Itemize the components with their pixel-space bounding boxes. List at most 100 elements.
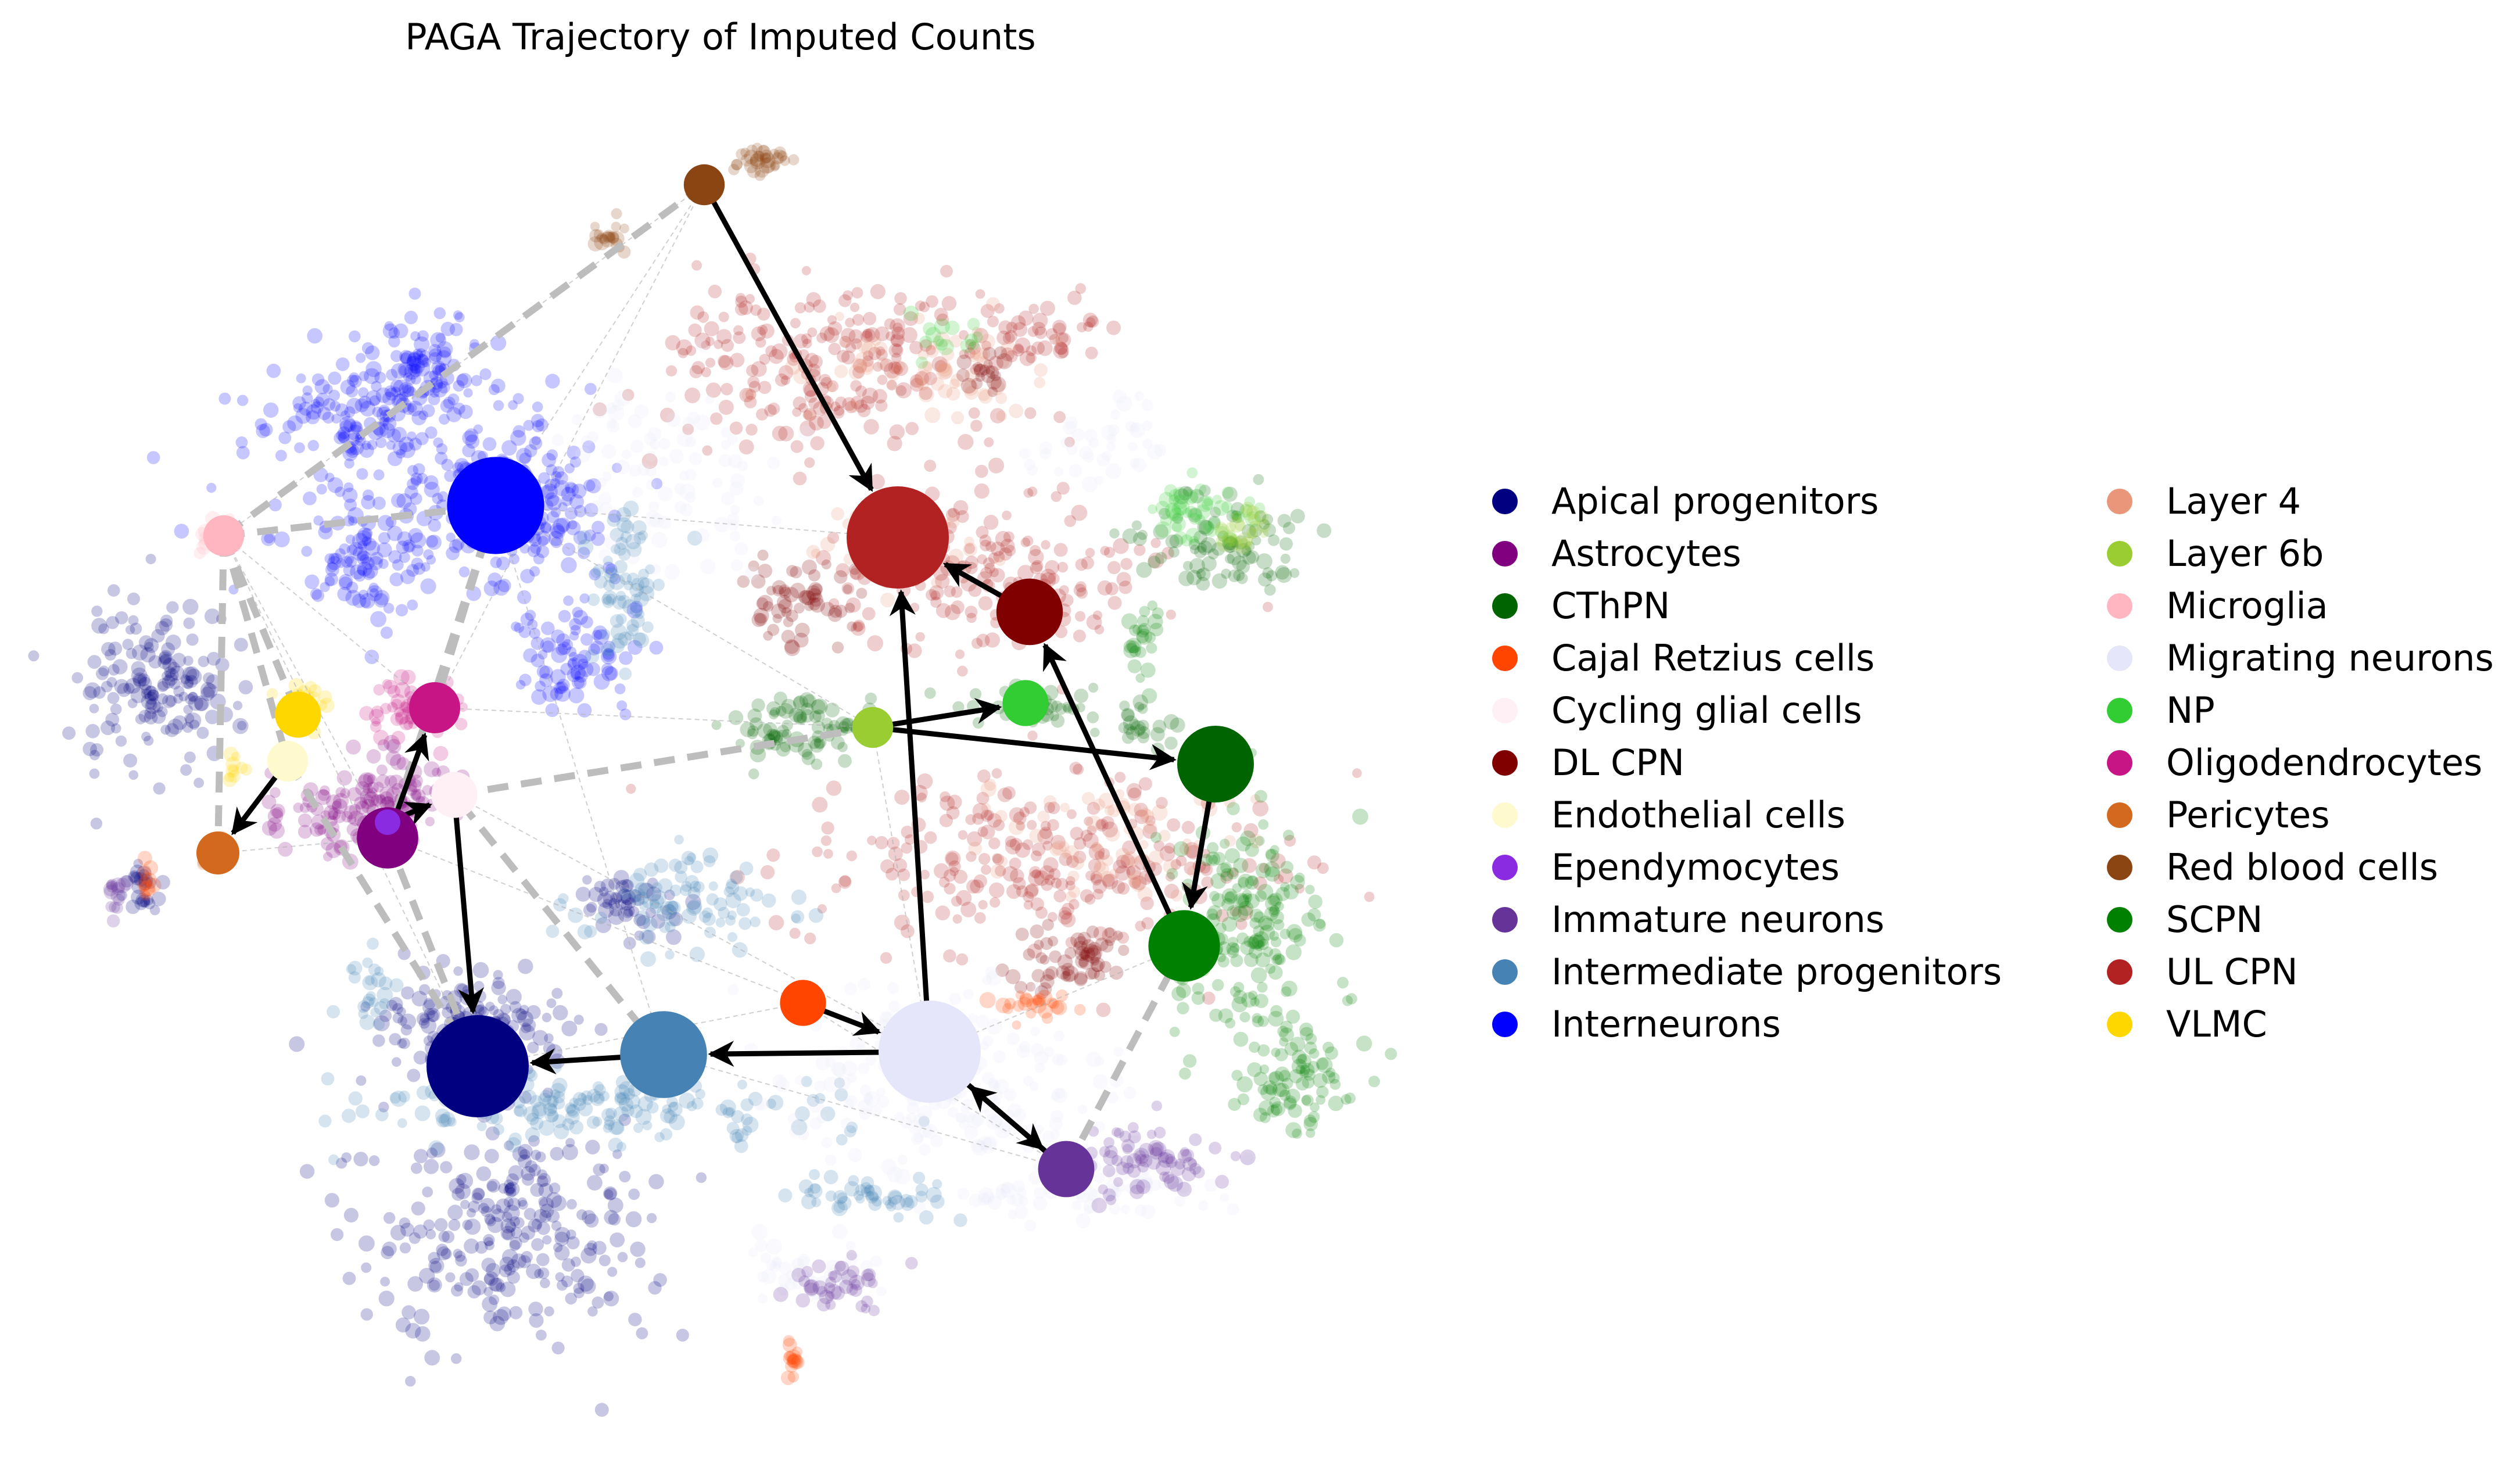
cell-point (598, 492, 612, 506)
cell-point (511, 621, 521, 632)
cell-point (744, 159, 758, 173)
cell-point (769, 707, 780, 718)
cell-point (346, 385, 359, 398)
cell-point (532, 1102, 547, 1117)
cell-point (951, 600, 965, 614)
cell-point (775, 705, 787, 717)
cell-point (127, 698, 138, 708)
cell-point (1116, 1166, 1132, 1181)
cell-point (638, 568, 649, 580)
cell-point (836, 1134, 848, 1146)
cell-point (610, 1232, 625, 1247)
legend-marker (1492, 750, 1518, 776)
cell-point (539, 673, 553, 687)
cell-point (1003, 531, 1015, 543)
cell-point (427, 378, 443, 393)
cell-point (433, 745, 449, 761)
cell-point (815, 550, 831, 566)
cell-point (410, 790, 421, 801)
cell-point (704, 321, 719, 336)
cell-point (563, 476, 574, 487)
cell-point (1248, 514, 1259, 525)
cell-point (1060, 436, 1073, 449)
cell-point (377, 542, 392, 558)
cell-point (594, 1023, 608, 1036)
cell-point (599, 1091, 610, 1102)
cell-point (398, 436, 414, 453)
cell-point (1003, 1088, 1017, 1101)
cell-point (429, 370, 439, 381)
cell-point (821, 559, 831, 570)
cell-point (847, 1073, 857, 1083)
cell-point (744, 566, 759, 580)
cell-point (1057, 562, 1069, 573)
cell-point (555, 681, 568, 694)
cell-point (731, 159, 743, 171)
cell-point (389, 1033, 402, 1046)
cell-point (180, 764, 192, 776)
cell-point (848, 364, 864, 380)
cell-point (1064, 436, 1075, 447)
cell-point (1267, 1105, 1280, 1118)
cell-point (910, 374, 923, 388)
cell-point (467, 1285, 481, 1299)
cell-point (84, 682, 101, 698)
cell-point (893, 1212, 904, 1223)
cell-point (986, 1018, 1002, 1035)
cell-point (1055, 702, 1067, 715)
cell-point (790, 1355, 805, 1370)
cell-point (1158, 830, 1171, 842)
cell-point (649, 899, 660, 909)
cell-point (1265, 848, 1277, 860)
cell-point (646, 1213, 657, 1224)
cell-point (834, 364, 848, 378)
cell-point (918, 386, 934, 403)
cell-point (1189, 558, 1206, 574)
cell-point (327, 556, 342, 571)
cell-point (1053, 1030, 1065, 1042)
cell-point (420, 578, 436, 594)
cell-point (1167, 818, 1181, 832)
cell-point (1080, 949, 1091, 960)
cell-point (1059, 585, 1069, 596)
cell-point (996, 410, 1007, 422)
cell-point (1164, 884, 1180, 899)
cell-point (1052, 1053, 1064, 1066)
legend-item-pericytes: Pericytes (2107, 794, 2330, 836)
cell-point (1103, 547, 1115, 558)
cell-point (740, 722, 755, 737)
cell-point (990, 377, 1006, 393)
cell-point (372, 496, 386, 510)
cell-point (1104, 1145, 1118, 1159)
cell-point (1113, 1177, 1123, 1187)
cell-point (720, 383, 733, 396)
cell-point (976, 526, 989, 539)
cell-point (407, 352, 422, 367)
cell-point (200, 682, 216, 698)
cell-point (1225, 522, 1236, 532)
cell-point (335, 403, 349, 417)
cell-point (979, 364, 990, 376)
cell-point (966, 851, 977, 862)
cell-point (132, 672, 147, 687)
cell-point (981, 340, 992, 351)
cell-point (1085, 1052, 1102, 1067)
cell-point (512, 1146, 528, 1162)
cell-point (827, 532, 840, 544)
cell-point (792, 1264, 804, 1277)
cell-point (563, 595, 574, 606)
cell-point (135, 892, 150, 908)
cell-point (759, 354, 770, 365)
cell-point (578, 1101, 593, 1117)
cell-point (1243, 892, 1253, 903)
cell-point (816, 1113, 827, 1124)
cell-point (1087, 315, 1099, 328)
cell-point (715, 1103, 728, 1116)
cell-point (540, 521, 552, 533)
cell-point (995, 392, 1008, 404)
cell-point (148, 655, 162, 669)
cell-point (827, 315, 837, 325)
cell-point (1227, 937, 1239, 948)
cell-point (438, 1231, 450, 1242)
cell-point (702, 847, 719, 863)
